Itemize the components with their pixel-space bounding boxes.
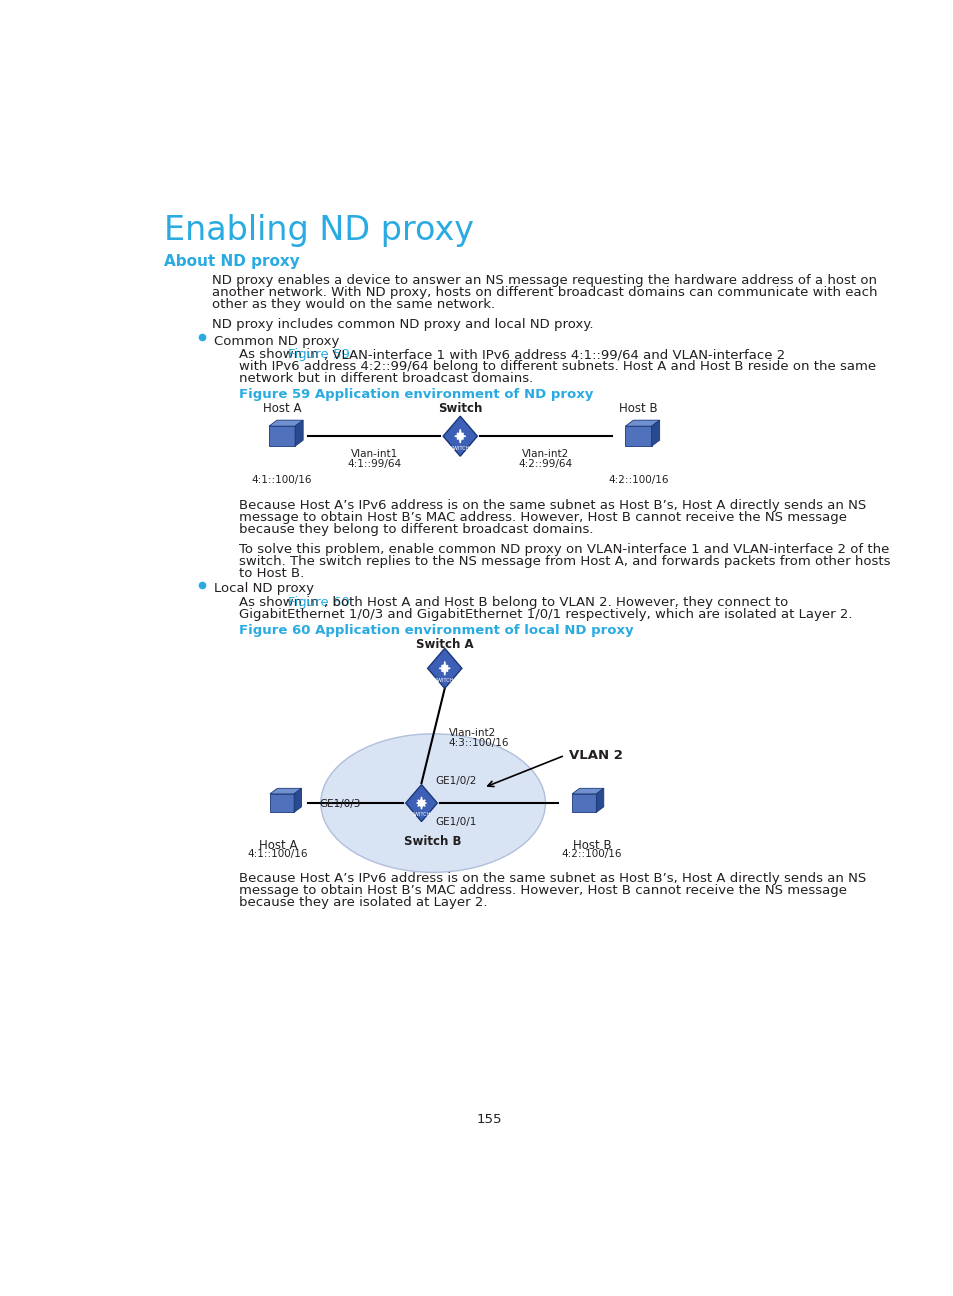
Text: Host A: Host A: [262, 402, 301, 415]
Text: As shown in: As shown in: [239, 349, 323, 362]
Text: other as they would on the same network.: other as they would on the same network.: [212, 298, 495, 311]
Text: SWITCH: SWITCH: [435, 678, 454, 683]
Text: Enabling ND proxy: Enabling ND proxy: [164, 214, 474, 248]
Text: SWITCH: SWITCH: [450, 446, 470, 451]
Text: 4:2::100/16: 4:2::100/16: [608, 474, 668, 485]
Polygon shape: [625, 420, 659, 426]
Text: Vlan-int2: Vlan-int2: [448, 728, 496, 737]
Polygon shape: [270, 794, 294, 813]
Text: GE1/0/3: GE1/0/3: [319, 800, 360, 809]
Polygon shape: [442, 416, 476, 456]
Text: GigabitEthernet 1/0/3 and GigabitEthernet 1/0/1 respectively, which are isolated: GigabitEthernet 1/0/3 and GigabitEtherne…: [239, 608, 852, 621]
Text: GE1/0/2: GE1/0/2: [435, 776, 476, 787]
Text: message to obtain Host B’s MAC address. However, Host B cannot receive the NS me: message to obtain Host B’s MAC address. …: [239, 511, 846, 525]
Text: VLAN 2: VLAN 2: [568, 749, 622, 762]
Text: About ND proxy: About ND proxy: [164, 254, 299, 270]
Polygon shape: [427, 648, 461, 688]
Text: Vlan-int2: Vlan-int2: [521, 448, 569, 459]
Text: ND proxy enables a device to answer an NS message requesting the hardware addres: ND proxy enables a device to answer an N…: [212, 273, 877, 288]
Text: Switch A: Switch A: [416, 638, 473, 651]
Polygon shape: [294, 788, 301, 813]
Text: Host B: Host B: [618, 402, 658, 415]
Polygon shape: [294, 420, 303, 446]
Text: 155: 155: [476, 1113, 501, 1126]
Text: 4:3::100/16: 4:3::100/16: [448, 737, 509, 748]
Text: Because Host A’s IPv6 address is on the same subnet as Host B’s, Host A directly: Because Host A’s IPv6 address is on the …: [239, 499, 865, 512]
Text: to Host B.: to Host B.: [239, 566, 304, 579]
Polygon shape: [572, 788, 603, 794]
Polygon shape: [651, 420, 659, 446]
Text: because they belong to different broadcast domains.: because they belong to different broadca…: [239, 524, 594, 537]
Polygon shape: [269, 420, 303, 426]
Text: message to obtain Host B’s MAC address. However, Host B cannot receive the NS me: message to obtain Host B’s MAC address. …: [239, 884, 846, 897]
Text: Host A: Host A: [258, 839, 297, 851]
Ellipse shape: [320, 734, 545, 872]
Text: Because Host A’s IPv6 address is on the same subnet as Host B’s, Host A directly: Because Host A’s IPv6 address is on the …: [239, 872, 865, 885]
Polygon shape: [405, 784, 436, 822]
Text: Figure 59 Application environment of ND proxy: Figure 59 Application environment of ND …: [239, 388, 593, 400]
Text: Host B: Host B: [572, 839, 611, 851]
Polygon shape: [269, 426, 294, 446]
Polygon shape: [625, 426, 651, 446]
Text: 4:2::99/64: 4:2::99/64: [517, 459, 572, 469]
Text: Switch: Switch: [437, 402, 482, 415]
Text: Figure 59: Figure 59: [288, 349, 350, 362]
Text: Figure 60: Figure 60: [288, 596, 350, 609]
Text: 4:1::100/16: 4:1::100/16: [248, 849, 308, 859]
Text: , VLAN-interface 1 with IPv6 address 4:1::99/64 and VLAN-interface 2: , VLAN-interface 1 with IPv6 address 4:1…: [324, 349, 784, 362]
Text: Switch B: Switch B: [404, 836, 461, 849]
Text: another network. With ND proxy, hosts on different broadcast domains can communi: another network. With ND proxy, hosts on…: [212, 286, 877, 299]
Text: Vlan-int1: Vlan-int1: [351, 448, 398, 459]
Text: SWITCH: SWITCH: [412, 813, 431, 816]
Text: 4:1::100/16: 4:1::100/16: [252, 474, 312, 485]
Text: switch. The switch replies to the NS message from Host A, and forwards packets f: switch. The switch replies to the NS mes…: [239, 555, 890, 568]
Text: As shown in: As shown in: [239, 596, 323, 609]
Text: network but in different broadcast domains.: network but in different broadcast domai…: [239, 372, 533, 385]
Text: To solve this problem, enable common ND proxy on VLAN-interface 1 and VLAN-inter: To solve this problem, enable common ND …: [239, 543, 889, 556]
Text: , both Host A and Host B belong to VLAN 2. However, they connect to: , both Host A and Host B belong to VLAN …: [324, 596, 788, 609]
Text: 4:2::100/16: 4:2::100/16: [561, 849, 621, 859]
Text: GE1/0/1: GE1/0/1: [435, 816, 476, 827]
Text: ND proxy includes common ND proxy and local ND proxy.: ND proxy includes common ND proxy and lo…: [212, 318, 593, 330]
Text: Common ND proxy: Common ND proxy: [213, 334, 339, 347]
Text: Local ND proxy: Local ND proxy: [213, 582, 314, 595]
Text: Figure 60 Application environment of local ND proxy: Figure 60 Application environment of loc…: [239, 623, 634, 636]
Text: 4:1::99/64: 4:1::99/64: [348, 459, 401, 469]
Polygon shape: [572, 794, 596, 813]
Polygon shape: [270, 788, 301, 794]
Text: with IPv6 address 4:2::99/64 belong to different subnets. Host A and Host B resi: with IPv6 address 4:2::99/64 belong to d…: [239, 360, 876, 373]
Polygon shape: [596, 788, 603, 813]
Text: because they are isolated at Layer 2.: because they are isolated at Layer 2.: [239, 897, 487, 910]
